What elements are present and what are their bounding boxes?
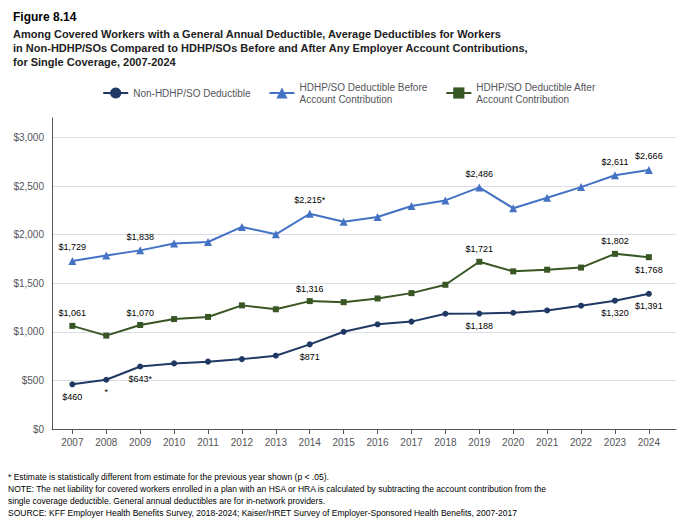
svg-text:$1,500: $1,500: [13, 278, 44, 289]
svg-text:$1,729: $1,729: [59, 242, 87, 252]
svg-text:2014: 2014: [299, 437, 322, 448]
svg-text:2013: 2013: [265, 437, 288, 448]
svg-text:2017: 2017: [400, 437, 423, 448]
svg-text:$2,500: $2,500: [13, 181, 44, 192]
svg-text:2009: 2009: [129, 437, 152, 448]
svg-text:2016: 2016: [366, 437, 389, 448]
svg-text:2023: 2023: [604, 437, 627, 448]
svg-text:$871: $871: [300, 352, 320, 362]
svg-text:2019: 2019: [468, 437, 491, 448]
svg-text:2010: 2010: [163, 437, 186, 448]
svg-text:in Non-HDHP/SOs Compared to HD: in Non-HDHP/SOs Compared to HDHP/SOs Bef…: [13, 42, 528, 54]
svg-text:$1,768: $1,768: [635, 265, 663, 275]
svg-text:Non-HDHP/SO Deductible: Non-HDHP/SO Deductible: [133, 88, 251, 99]
svg-text:for Single Coverage, 2007-2024: for Single Coverage, 2007-2024: [13, 56, 177, 68]
svg-text:$1,802: $1,802: [601, 236, 629, 246]
svg-text:NOTE: The net liability for co: NOTE: The net liability for covered work…: [8, 484, 546, 494]
svg-text:$1,320: $1,320: [601, 308, 629, 318]
svg-text:HDHP/SO Deductible After: HDHP/SO Deductible After: [476, 82, 596, 93]
svg-text:2024: 2024: [638, 437, 661, 448]
svg-text:*: *: [105, 387, 109, 397]
svg-text:$2,611: $2,611: [602, 157, 629, 167]
svg-text:$2,666: $2,666: [635, 151, 663, 161]
svg-text:$460: $460: [62, 392, 82, 402]
svg-text:$500: $500: [22, 375, 45, 386]
svg-text:2012: 2012: [231, 437, 254, 448]
svg-text:2022: 2022: [570, 437, 593, 448]
svg-text:2011: 2011: [197, 437, 219, 448]
svg-text:$1,316: $1,316: [296, 284, 324, 294]
svg-text:$1,061: $1,061: [59, 308, 87, 318]
svg-text:2007: 2007: [61, 437, 84, 448]
svg-text:$1,000: $1,000: [13, 326, 44, 337]
svg-text:2015: 2015: [333, 437, 356, 448]
svg-text:SOURCE: KFF Employer Health Be: SOURCE: KFF Employer Health Benefits Sur…: [8, 508, 517, 518]
svg-text:$643*: $643*: [128, 374, 152, 384]
svg-text:Among Covered Workers with a G: Among Covered Workers with a General Ann…: [13, 28, 501, 40]
svg-text:single coverage deductible. Ge: single coverage deductible. General annu…: [8, 496, 325, 506]
svg-text:$1,070: $1,070: [126, 308, 154, 318]
svg-text:$2,215*: $2,215*: [294, 195, 326, 205]
svg-text:2021: 2021: [536, 437, 559, 448]
svg-text:$3,000: $3,000: [13, 132, 44, 143]
svg-text:$1,838: $1,838: [126, 232, 154, 242]
svg-text:$0: $0: [33, 424, 45, 435]
svg-text:* Estimate is statistically di: * Estimate is statistically different fr…: [8, 472, 329, 482]
svg-text:$2,000: $2,000: [13, 229, 44, 240]
svg-text:$1,391: $1,391: [635, 301, 663, 311]
svg-text:2018: 2018: [434, 437, 457, 448]
svg-text:$2,486: $2,486: [466, 169, 494, 179]
svg-text:2020: 2020: [502, 437, 525, 448]
svg-text:2008: 2008: [95, 437, 118, 448]
svg-text:HDHP/SO Deductible Before: HDHP/SO Deductible Before: [299, 82, 427, 93]
svg-text:$1,188: $1,188: [466, 321, 494, 331]
svg-text:$1,721: $1,721: [466, 244, 494, 254]
svg-text:Figure 8.14: Figure 8.14: [13, 10, 77, 24]
svg-text:Account Contribution: Account Contribution: [299, 94, 392, 105]
svg-text:Account Contribution: Account Contribution: [476, 94, 569, 105]
